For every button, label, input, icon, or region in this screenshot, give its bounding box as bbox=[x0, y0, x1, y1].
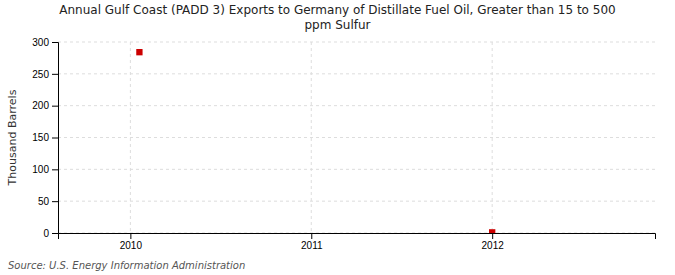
y-axis-label: Thousand Barrels bbox=[6, 89, 19, 186]
grid bbox=[58, 42, 655, 233]
tick-label: 2012 bbox=[482, 240, 505, 251]
tick: 2012 bbox=[482, 233, 505, 251]
tick-label: 2011 bbox=[301, 240, 323, 251]
tick-mark bbox=[52, 201, 58, 202]
tick-label: 0 bbox=[43, 228, 49, 239]
tick-label: 250 bbox=[32, 69, 49, 80]
source: Source: U.S. Energy Information Administ… bbox=[8, 260, 245, 271]
tick: 2011 bbox=[301, 233, 323, 251]
point bbox=[489, 229, 495, 233]
tick-label: 300 bbox=[32, 37, 49, 48]
y-axis: 0 50 100 150 200 250 300 bbox=[32, 37, 58, 239]
title: Annual Gulf Coast (PADD 3) Exports to Ge… bbox=[59, 3, 615, 32]
tick-mark bbox=[52, 138, 58, 139]
grid-line bbox=[492, 42, 493, 233]
tick: 100 bbox=[32, 164, 58, 175]
tick-mark bbox=[52, 106, 58, 107]
tick-mark bbox=[52, 42, 58, 43]
grid-line bbox=[58, 105, 655, 106]
tick-label: 50 bbox=[38, 196, 50, 207]
tick-mark bbox=[52, 169, 58, 170]
grid-line bbox=[58, 201, 655, 202]
axis-line bbox=[59, 234, 656, 240]
grid-line bbox=[311, 42, 312, 233]
tick: 250 bbox=[32, 69, 58, 80]
tick-label: 100 bbox=[32, 164, 49, 175]
chart: 2010 2011 2012 0 50 100 150 200 250 300 Annual Gul… bbox=[0, 0, 675, 275]
grid-line bbox=[58, 137, 655, 138]
grid-line bbox=[58, 169, 655, 170]
tick-mark bbox=[52, 74, 58, 75]
tick: 200 bbox=[32, 100, 58, 111]
grid-line bbox=[58, 73, 655, 74]
tick-mark bbox=[311, 233, 312, 239]
grid-line bbox=[58, 42, 655, 43]
tick-mark bbox=[52, 233, 58, 234]
tick-label: 2010 bbox=[120, 240, 143, 251]
grid-line bbox=[130, 42, 131, 233]
point bbox=[136, 49, 142, 55]
plot-area: 2010 2011 2012 0 50 100 150 200 250 300 bbox=[32, 37, 655, 251]
tick-label: 150 bbox=[32, 132, 49, 143]
tick: 2010 bbox=[120, 233, 143, 251]
title-line: ppm Sulfur bbox=[304, 18, 370, 32]
x-axis: 2010 2011 2012 bbox=[59, 233, 656, 251]
axis-line bbox=[52, 43, 59, 234]
tick-mark bbox=[492, 233, 493, 239]
tick: 50 bbox=[38, 196, 58, 207]
tick-mark bbox=[130, 233, 131, 239]
title-line: Annual Gulf Coast (PADD 3) Exports to Ge… bbox=[59, 3, 615, 17]
tick-label: 200 bbox=[32, 100, 49, 111]
tick: 150 bbox=[32, 132, 58, 143]
tick: 0 bbox=[43, 228, 58, 239]
marks bbox=[136, 49, 495, 233]
tick: 300 bbox=[32, 37, 58, 48]
